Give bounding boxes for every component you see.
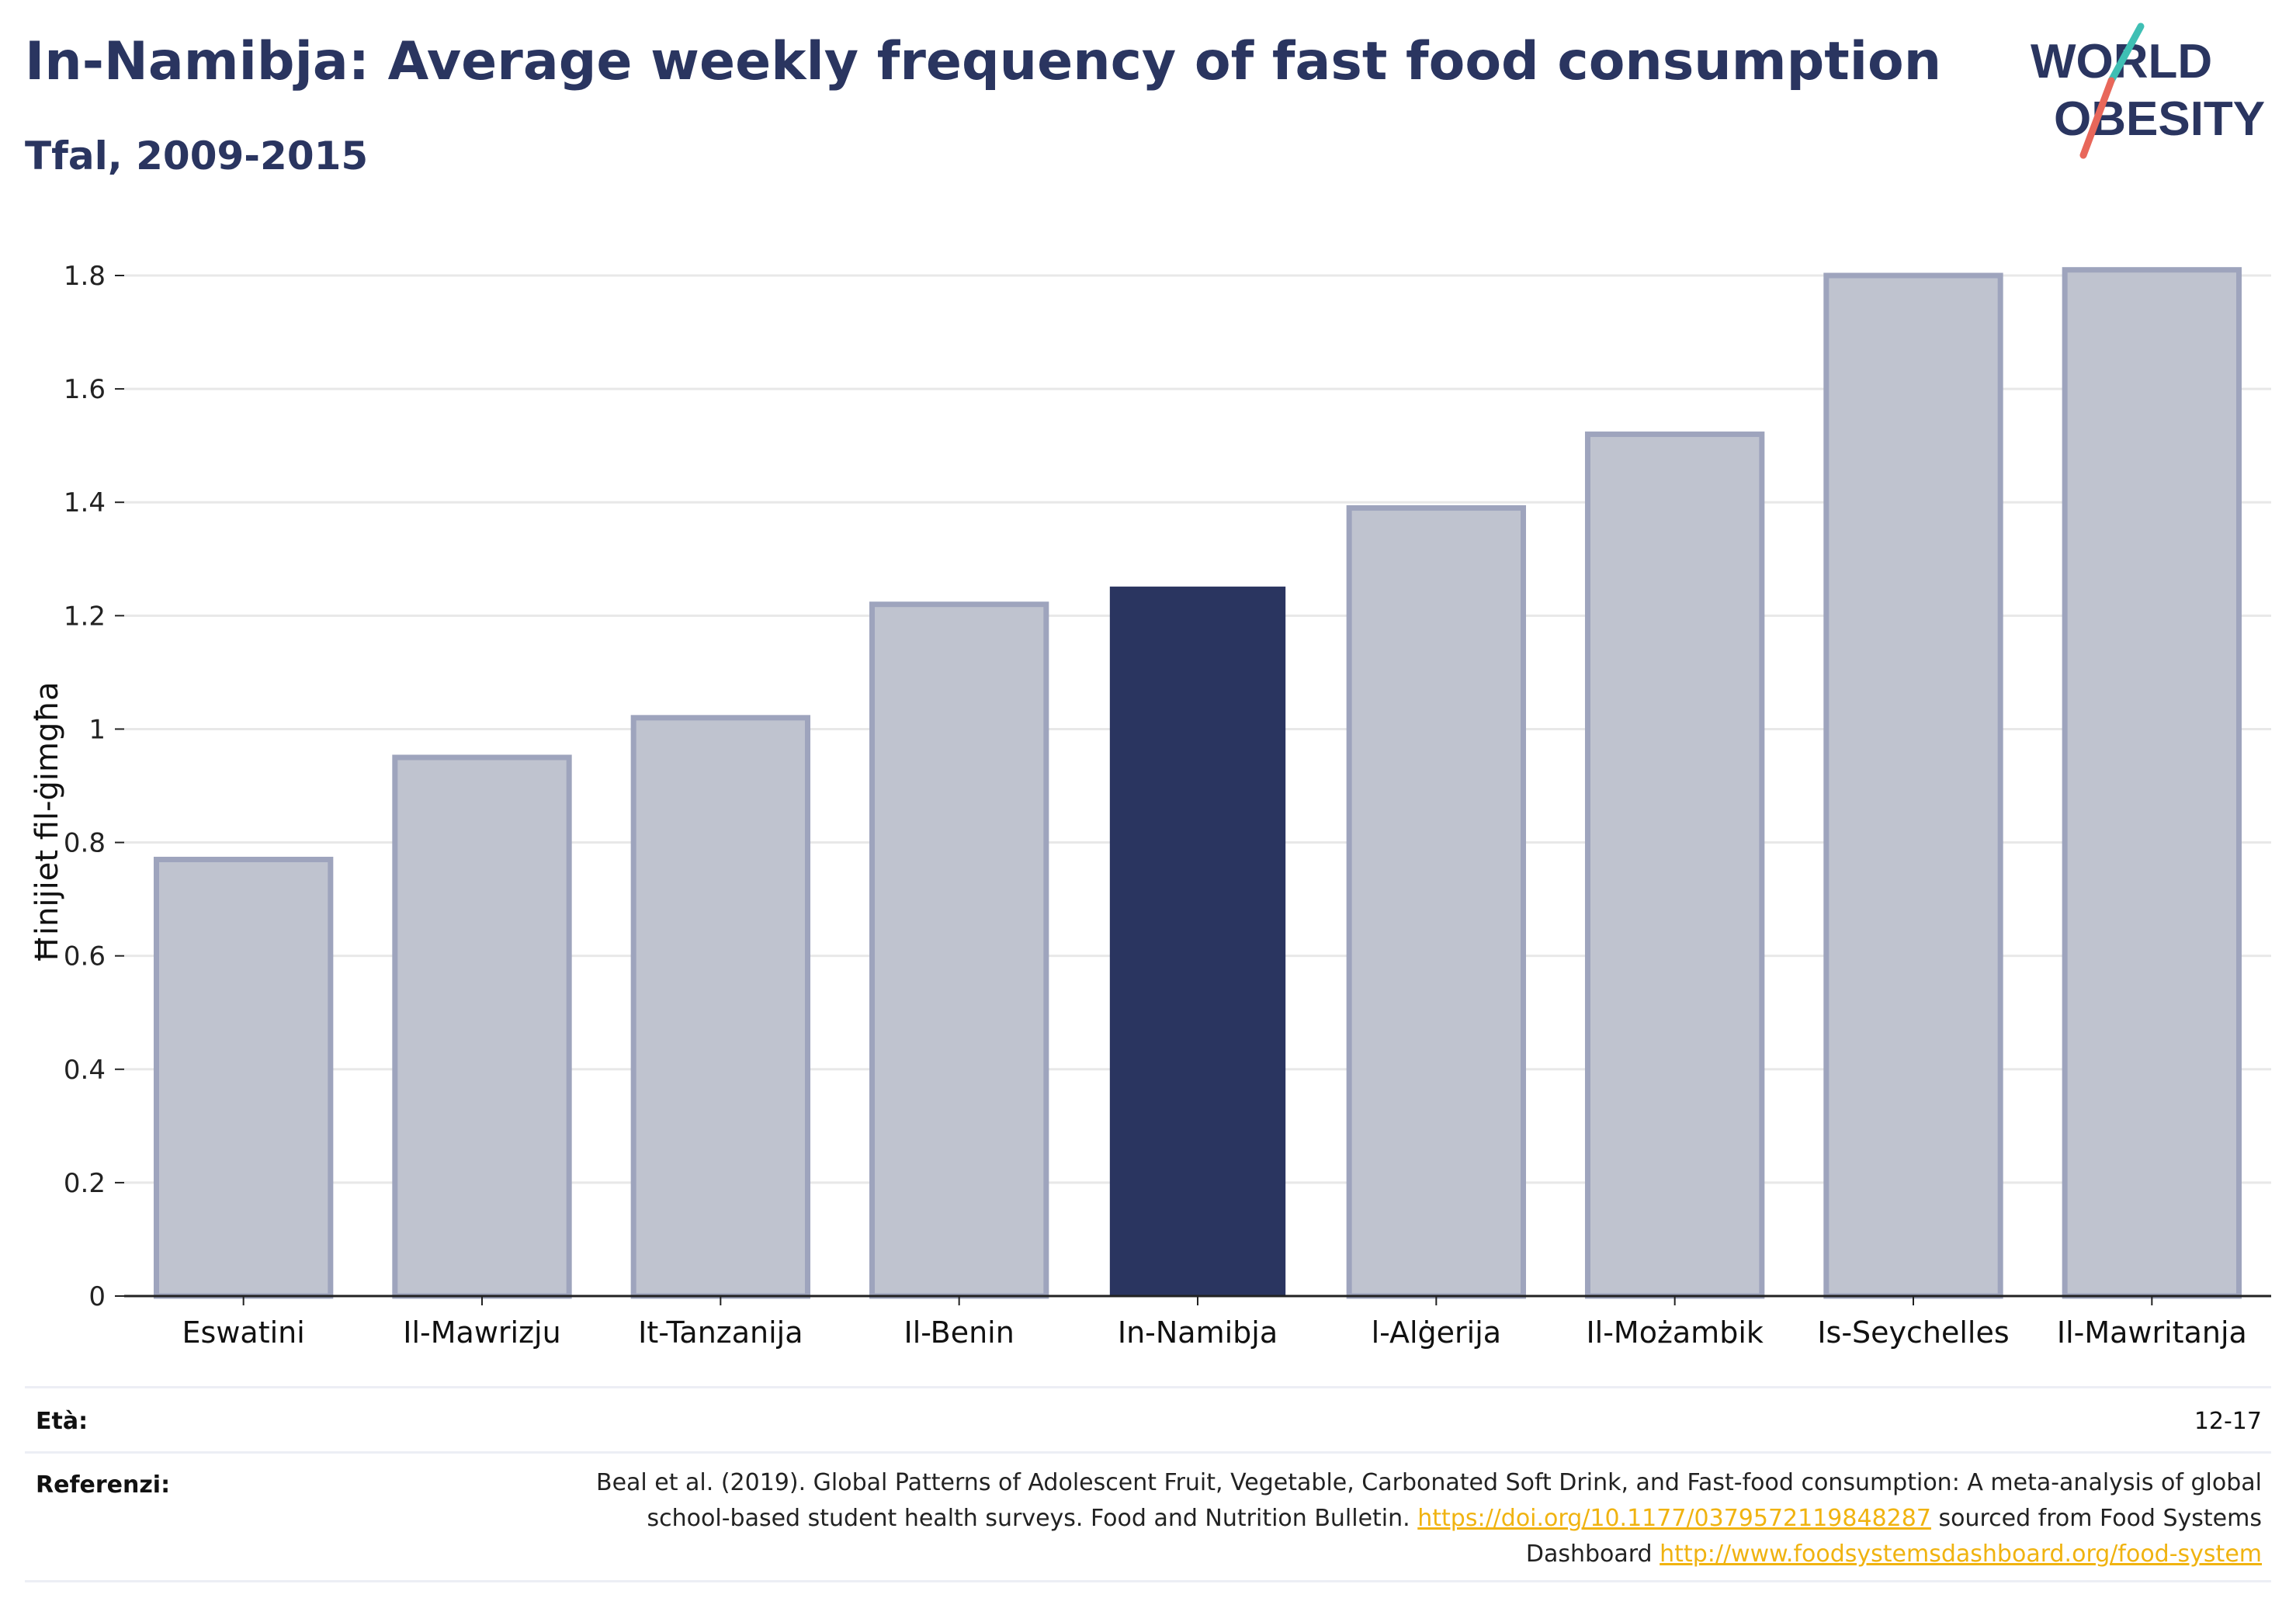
references-text: Beal et al. (2019). Global Patterns of A…	[554, 1465, 2262, 1572]
y-axis-label: Ħinijiet fil-ġimgħa	[29, 681, 65, 963]
bar-it-tanzanija	[630, 715, 811, 1299]
x-tick-label: In-Namibja	[1118, 1315, 1278, 1350]
footer-divider-middle	[25, 1451, 2271, 1454]
y-tick-label: 0.8	[64, 828, 106, 859]
bar-il-mawrizju	[392, 754, 572, 1299]
references-label: Referenzi:	[36, 1471, 171, 1499]
reference-doi-link[interactable]: https://doi.org/10.1177/0379572119848287	[1417, 1505, 1931, 1532]
bar-il-benin	[869, 601, 1049, 1299]
y-tick-label: 0.4	[64, 1055, 106, 1086]
x-tick-label: Is-Seychelles	[1817, 1315, 2009, 1350]
reference-citation: Beal et al. (2019). Global Patterns of A…	[595, 1469, 2262, 1532]
logo-slash-coral	[2079, 77, 2115, 159]
x-tick-label: It-Tanzanija	[638, 1315, 803, 1350]
y-axis-ticks: 0 0.2 0.4 0.6 0.8 1 1.2 1.4 1.6 1.8	[64, 261, 124, 1312]
reference-dashboard-link[interactable]: http://www.foodsystemsdashboard.org/food…	[1660, 1541, 2262, 1568]
y-tick-label: 1.4	[64, 487, 106, 518]
y-tick-label: 1.2	[64, 601, 106, 632]
x-tick-label: Il-Możambik	[1586, 1315, 1763, 1350]
x-axis-ticks: Eswatini Il-Mawrizju It-Tanzanija Il-Benin I…	[182, 1296, 2247, 1350]
bar-il-mo-ambik	[1584, 431, 1765, 1299]
bar-il-mawritanja	[2062, 267, 2242, 1299]
x-tick-label: Il-Mawritanja	[2057, 1315, 2247, 1350]
y-tick-label: 0	[88, 1281, 106, 1312]
logo-slash-teal	[2107, 23, 2145, 85]
footer-divider-bottom	[25, 1580, 2271, 1582]
footer-divider-top	[25, 1386, 2271, 1388]
y-tick-label: 1	[88, 714, 106, 745]
bar-is-seychelles	[1823, 272, 2003, 1299]
x-tick-label: Il-Benin	[904, 1315, 1014, 1350]
x-tick-label: Eswatini	[182, 1315, 305, 1350]
bar-l-al-erija	[1346, 505, 1527, 1299]
y-tick-label: 0.6	[64, 941, 106, 972]
world-obesity-logo: WORLD OBESITY	[2031, 23, 2265, 159]
reference-source: sourced from Food Systems Dashboard	[1525, 1505, 2262, 1568]
bar-chart: 0 0.2 0.4 0.6 0.8 1 1.2 1.4 1.6 1.8 Eswatini Il-Ma…	[29, 261, 2271, 1350]
x-tick-label: l-Alġerija	[1372, 1315, 1502, 1350]
x-tick-label: Il-Mawrizju	[403, 1315, 560, 1350]
bar-in-namibja	[1109, 586, 1286, 1297]
age-value: 12-17	[2194, 1408, 2262, 1435]
chart-subtitle: Tfal, 2009-2015	[25, 133, 369, 178]
bars	[153, 267, 2242, 1299]
y-tick-label: 1.8	[64, 261, 106, 292]
y-tick-label: 0.2	[64, 1168, 106, 1199]
bar-eswatini	[153, 856, 334, 1299]
chart-title: In-Namibja: Average weekly frequency of …	[25, 31, 1942, 92]
y-tick-label: 1.6	[64, 374, 106, 405]
age-label: Età:	[36, 1408, 88, 1435]
